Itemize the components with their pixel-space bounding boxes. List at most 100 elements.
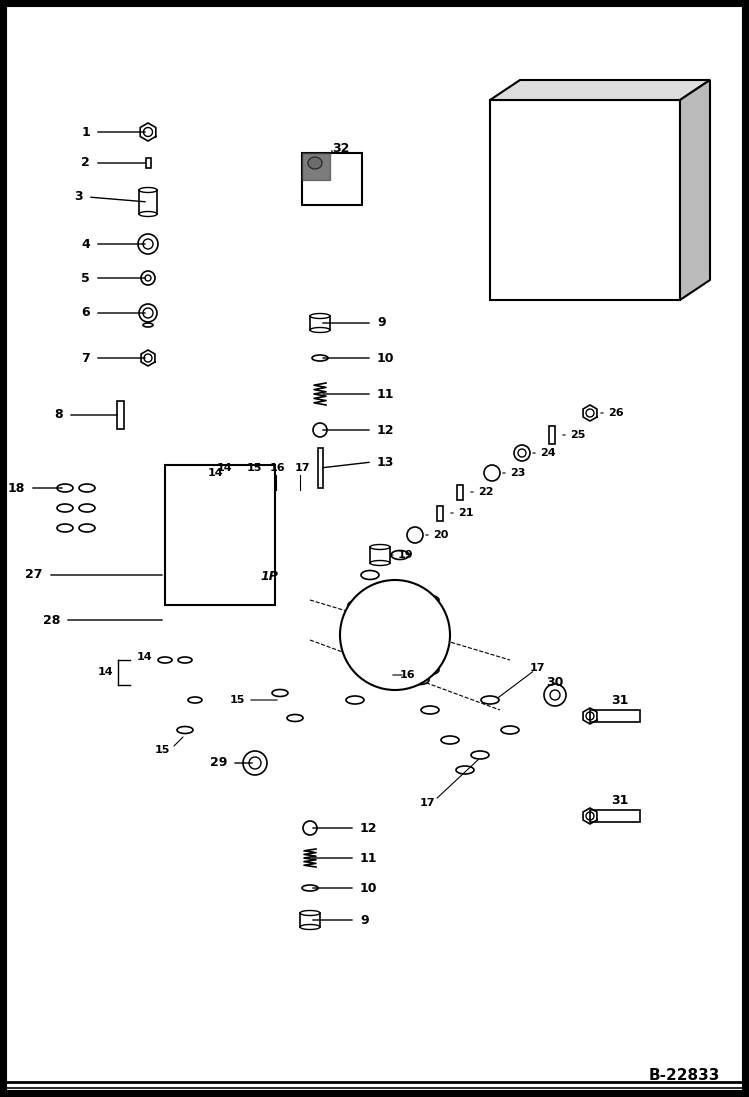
Ellipse shape — [481, 695, 499, 704]
Bar — [517, 88, 533, 108]
Text: B-22833: B-22833 — [649, 1067, 720, 1083]
Bar — [145, 158, 151, 168]
Ellipse shape — [57, 504, 73, 512]
Text: 3: 3 — [74, 191, 83, 204]
Ellipse shape — [57, 524, 73, 532]
Text: 16: 16 — [270, 463, 285, 473]
Text: 31: 31 — [611, 693, 628, 706]
Ellipse shape — [193, 477, 207, 483]
Circle shape — [340, 580, 450, 690]
Ellipse shape — [272, 690, 288, 697]
Ellipse shape — [348, 600, 366, 610]
Text: 9: 9 — [377, 317, 386, 329]
Ellipse shape — [471, 751, 489, 759]
Ellipse shape — [421, 635, 439, 645]
Ellipse shape — [411, 676, 429, 685]
Text: 20: 20 — [433, 530, 449, 540]
Bar — [117, 402, 124, 429]
Bar — [549, 426, 555, 444]
Text: 27: 27 — [25, 568, 43, 581]
Text: 23: 23 — [510, 468, 525, 478]
Ellipse shape — [79, 504, 95, 512]
Text: 17: 17 — [419, 798, 435, 808]
Ellipse shape — [57, 484, 73, 491]
Text: 14: 14 — [136, 652, 152, 661]
Ellipse shape — [158, 657, 172, 663]
Ellipse shape — [143, 323, 153, 327]
Ellipse shape — [421, 706, 439, 714]
Ellipse shape — [188, 697, 202, 703]
Text: 7: 7 — [81, 351, 90, 364]
Ellipse shape — [421, 596, 439, 604]
Ellipse shape — [441, 736, 459, 744]
Text: 14: 14 — [217, 463, 233, 473]
Bar — [590, 710, 640, 722]
Ellipse shape — [300, 911, 320, 916]
Text: 14: 14 — [97, 667, 113, 677]
Ellipse shape — [178, 657, 192, 663]
Text: 10: 10 — [377, 351, 395, 364]
Ellipse shape — [421, 666, 439, 675]
Bar — [139, 190, 157, 214]
Ellipse shape — [312, 355, 328, 361]
Text: 16: 16 — [400, 670, 416, 680]
Text: 32: 32 — [332, 142, 349, 155]
Bar — [165, 465, 275, 606]
Text: 14: 14 — [208, 468, 224, 478]
Ellipse shape — [139, 188, 157, 192]
Text: 15: 15 — [154, 745, 170, 755]
Bar — [457, 485, 463, 499]
Ellipse shape — [79, 484, 95, 491]
Ellipse shape — [501, 726, 519, 734]
Text: 15: 15 — [247, 463, 262, 473]
Bar — [590, 810, 640, 822]
Text: 12: 12 — [377, 423, 395, 437]
Text: 28: 28 — [43, 613, 60, 626]
Ellipse shape — [361, 570, 379, 579]
Bar — [300, 913, 320, 927]
Polygon shape — [680, 80, 710, 299]
Text: 9: 9 — [360, 914, 369, 927]
Ellipse shape — [361, 635, 379, 645]
Ellipse shape — [139, 212, 157, 216]
Text: 19: 19 — [398, 550, 413, 559]
Bar — [437, 506, 443, 520]
Text: 1P: 1P — [260, 570, 278, 584]
Ellipse shape — [300, 925, 320, 929]
Text: 25: 25 — [570, 430, 586, 440]
Text: 5: 5 — [81, 271, 90, 284]
Text: 22: 22 — [478, 487, 494, 497]
Text: 8: 8 — [55, 408, 63, 421]
Text: 30: 30 — [546, 676, 564, 689]
Ellipse shape — [308, 157, 322, 169]
Ellipse shape — [79, 524, 95, 532]
Ellipse shape — [287, 714, 303, 722]
Ellipse shape — [302, 885, 318, 891]
Ellipse shape — [310, 314, 330, 318]
Text: 12: 12 — [360, 822, 377, 835]
Bar — [490, 100, 680, 299]
Ellipse shape — [517, 105, 533, 111]
Text: 11: 11 — [360, 851, 377, 864]
Text: 26: 26 — [608, 408, 624, 418]
Text: 17: 17 — [530, 663, 545, 672]
Text: 31: 31 — [611, 793, 628, 806]
Ellipse shape — [517, 86, 533, 90]
Text: 29: 29 — [210, 757, 227, 769]
Ellipse shape — [456, 766, 474, 774]
Bar — [318, 448, 323, 488]
Text: 18: 18 — [7, 482, 25, 495]
Text: 21: 21 — [458, 508, 473, 518]
Bar — [370, 547, 390, 563]
Text: 15: 15 — [230, 695, 245, 705]
Text: 13: 13 — [377, 455, 395, 468]
Ellipse shape — [391, 551, 409, 559]
Text: 24: 24 — [540, 448, 556, 459]
Text: 17: 17 — [295, 463, 311, 473]
Polygon shape — [490, 80, 710, 100]
Polygon shape — [302, 152, 330, 180]
Ellipse shape — [370, 544, 390, 550]
Text: 11: 11 — [377, 387, 395, 400]
Ellipse shape — [386, 660, 404, 669]
Ellipse shape — [310, 328, 330, 332]
